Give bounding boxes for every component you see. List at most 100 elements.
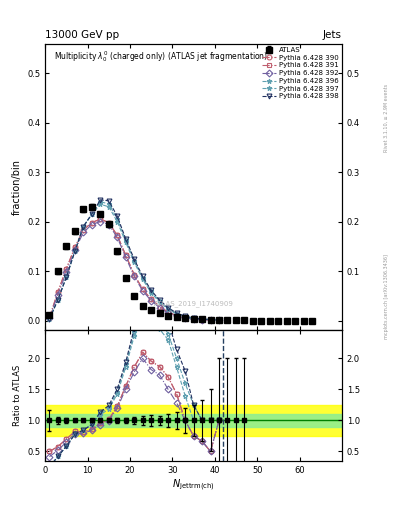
Pythia 6.428 398 [217,317,221,323]
Pythia 6.428 398 [107,198,111,204]
Pythia 6.428 390 [132,271,137,278]
Pythia 6.428 392 [149,297,154,304]
Pythia 6.428 396 [217,317,221,323]
Pythia 6.428 390 [73,244,77,250]
Legend: ATLAS, Pythia 6.428 390, Pythia 6.428 391, Pythia 6.428 392, Pythia 6.428 396, P: ATLAS, Pythia 6.428 390, Pythia 6.428 39… [260,45,340,101]
Pythia 6.428 392 [166,310,171,316]
Pythia 6.428 398 [98,197,103,203]
Pythia 6.428 396 [47,316,52,322]
Pythia 6.428 396 [73,248,77,254]
Pythia 6.428 392 [123,254,128,260]
Pythia 6.428 397 [90,211,94,217]
Pythia 6.428 390 [123,252,128,258]
Pythia 6.428 397 [140,275,145,281]
Text: 13000 GeV pp: 13000 GeV pp [45,30,119,40]
Bar [45,414,342,426]
Pythia 6.428 398 [183,313,187,319]
Pythia 6.428 392 [47,315,52,321]
Pythia 6.428 390 [107,220,111,226]
Pythia 6.428 392 [217,317,221,323]
Y-axis label: Ratio to ATLAS: Ratio to ATLAS [13,365,22,426]
Pythia 6.428 392 [64,269,69,275]
Pythia 6.428 396 [183,314,187,320]
Pythia 6.428 396 [132,259,137,265]
Pythia 6.428 391 [132,271,137,278]
Pythia 6.428 391 [107,220,111,226]
Pythia 6.428 397 [47,316,52,322]
Pythia 6.428 392 [183,315,187,321]
Pythia 6.428 392 [191,316,196,322]
Pythia 6.428 396 [123,239,128,245]
Pythia 6.428 397 [81,223,86,229]
Pythia 6.428 397 [123,237,128,243]
Pythia 6.428 396 [174,311,179,317]
Pythia 6.428 397 [73,248,77,254]
Pythia 6.428 397 [132,258,137,264]
Pythia 6.428 391 [123,252,128,258]
Pythia 6.428 397 [115,216,119,222]
Pythia 6.428 392 [73,247,77,253]
Pythia 6.428 390 [47,314,52,321]
Pythia 6.428 398 [191,315,196,321]
Text: Jets: Jets [323,30,342,40]
Pythia 6.428 392 [132,273,137,280]
Pythia 6.428 391 [183,315,187,321]
Pythia 6.428 396 [115,219,119,225]
Pythia 6.428 392 [174,313,179,319]
Pythia 6.428 390 [208,317,213,323]
Pythia 6.428 390 [174,312,179,318]
Pythia 6.428 390 [115,232,119,239]
Pythia 6.428 392 [157,305,162,311]
Pythia 6.428 397 [166,306,171,312]
Pythia 6.428 390 [157,304,162,310]
Pythia 6.428 398 [73,248,77,254]
Pythia 6.428 396 [208,316,213,323]
Pythia 6.428 398 [174,310,179,316]
Pythia 6.428 390 [183,315,187,321]
Pythia 6.428 398 [115,213,119,219]
X-axis label: $N_{\rm jettrm(ch)}$: $N_{\rm jettrm(ch)}$ [172,477,215,493]
Text: ATLAS_2019_I1740909: ATLAS_2019_I1740909 [154,301,233,307]
Pythia 6.428 396 [157,299,162,305]
Pythia 6.428 397 [174,310,179,316]
Pythia 6.428 392 [140,288,145,294]
Pythia 6.428 397 [183,313,187,319]
Pythia 6.428 398 [123,236,128,242]
Pythia 6.428 397 [217,317,221,323]
Pythia 6.428 391 [217,317,221,323]
Pythia 6.428 391 [115,232,119,239]
Pythia 6.428 396 [149,290,154,296]
Pythia 6.428 391 [149,296,154,302]
Pythia 6.428 391 [90,220,94,226]
Pythia 6.428 398 [90,211,94,217]
Pythia 6.428 398 [140,273,145,280]
Pythia 6.428 391 [191,316,196,322]
Pythia 6.428 390 [90,220,94,226]
Pythia 6.428 398 [64,274,69,280]
Bar [45,405,342,436]
Pythia 6.428 396 [140,276,145,283]
Pythia 6.428 398 [208,316,213,323]
Pythia 6.428 392 [115,234,119,241]
Pythia 6.428 397 [208,316,213,323]
Text: Rivet 3.1.10, ≥ 2.9M events: Rivet 3.1.10, ≥ 2.9M events [384,83,389,152]
Pythia 6.428 392 [90,222,94,228]
Line: Pythia 6.428 392: Pythia 6.428 392 [47,219,221,323]
Line: Pythia 6.428 391: Pythia 6.428 391 [47,217,221,323]
Pythia 6.428 390 [64,266,69,272]
Pythia 6.428 390 [191,316,196,322]
Pythia 6.428 398 [149,287,154,293]
Pythia 6.428 398 [157,297,162,303]
Pythia 6.428 398 [166,305,171,311]
Pythia 6.428 391 [208,317,213,323]
Pythia 6.428 391 [81,227,86,233]
Pythia 6.428 391 [157,304,162,310]
Pythia 6.428 392 [81,229,86,236]
Pythia 6.428 391 [166,309,171,315]
Pythia 6.428 390 [81,227,86,233]
Pythia 6.428 396 [191,315,196,322]
Pythia 6.428 391 [174,312,179,318]
Pythia 6.428 398 [47,316,52,322]
Pythia 6.428 397 [200,316,204,322]
Pythia 6.428 391 [140,286,145,292]
